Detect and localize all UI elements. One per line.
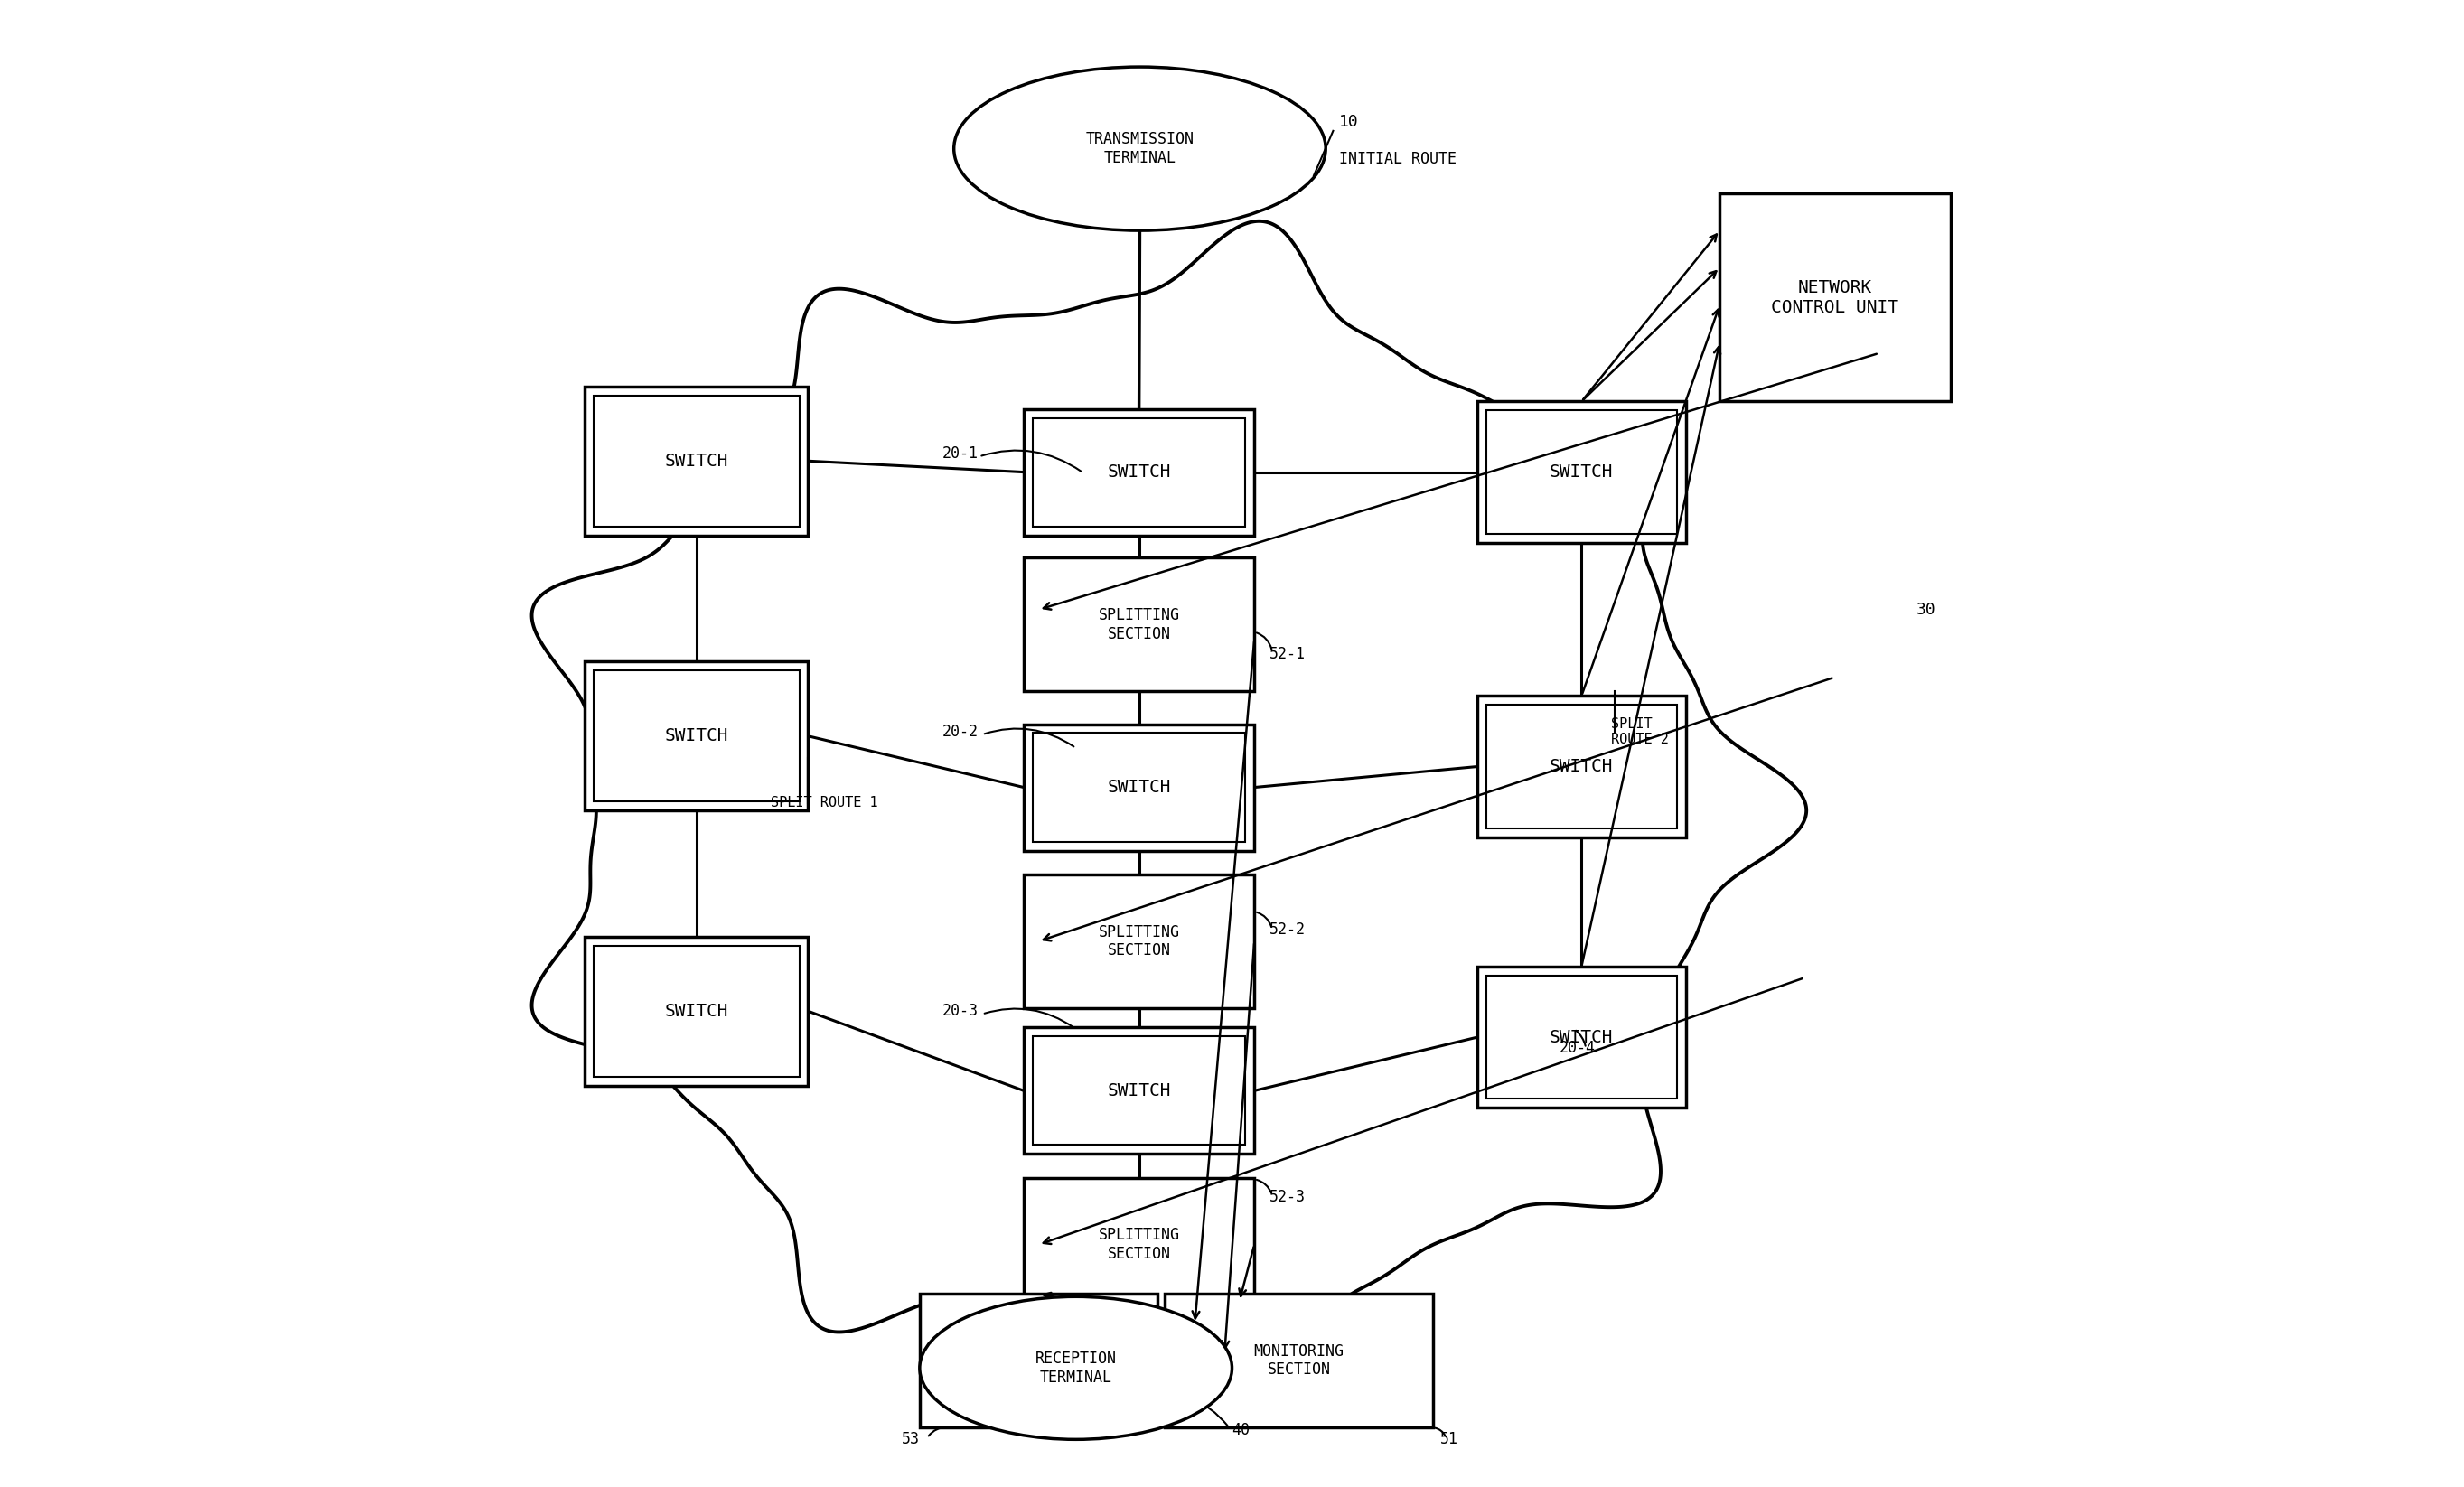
Text: SPLITTING
SECTION: SPLITTING SECTION [1099,1227,1180,1262]
Text: 10: 10 [1338,114,1358,129]
Text: TRANSMISSION
TERMINAL: TRANSMISSION TERMINAL [1087,131,1195,167]
Text: SPLITTING
SECTION: SPLITTING SECTION [1099,923,1180,959]
Text: MERGING
SECTION: MERGING SECTION [1008,1343,1069,1378]
Text: 52-1: 52-1 [1269,647,1306,662]
Text: 20-1: 20-1 [941,446,978,461]
FancyBboxPatch shape [919,1294,1158,1428]
Text: SWITCH: SWITCH [665,727,729,745]
Text: SWITCH: SWITCH [1550,1029,1614,1045]
FancyBboxPatch shape [1023,558,1254,691]
FancyBboxPatch shape [1720,193,1951,401]
Text: 40: 40 [1232,1423,1249,1438]
Text: SWITCH: SWITCH [665,452,729,470]
Text: 52-3: 52-3 [1269,1190,1306,1204]
FancyBboxPatch shape [1478,967,1685,1108]
Text: SWITCH: SWITCH [665,1002,729,1020]
Text: SWITCH: SWITCH [1550,758,1614,775]
FancyBboxPatch shape [1486,705,1676,828]
Text: 51: 51 [1441,1432,1459,1447]
Text: 30: 30 [1917,602,1937,617]
Text: 53: 53 [902,1432,919,1447]
Text: 52-2: 52-2 [1269,922,1306,937]
FancyBboxPatch shape [1032,733,1244,842]
Text: SPLITTING
SECTION: SPLITTING SECTION [1099,607,1180,642]
FancyBboxPatch shape [1023,874,1254,1008]
FancyBboxPatch shape [1032,1036,1244,1145]
Text: 20-3: 20-3 [941,1004,978,1019]
FancyBboxPatch shape [1478,696,1685,837]
FancyBboxPatch shape [1165,1294,1432,1428]
FancyBboxPatch shape [1032,418,1244,526]
FancyBboxPatch shape [594,396,798,526]
FancyBboxPatch shape [584,387,808,535]
Text: 20-4: 20-4 [1560,1041,1594,1056]
FancyBboxPatch shape [584,937,808,1086]
FancyBboxPatch shape [594,946,798,1077]
FancyBboxPatch shape [1023,1178,1254,1312]
Text: INITIAL ROUTE: INITIAL ROUTE [1338,152,1456,167]
Text: MONITORING
SECTION: MONITORING SECTION [1254,1343,1343,1378]
FancyBboxPatch shape [1486,975,1676,1099]
Text: 20-2: 20-2 [941,724,978,739]
Ellipse shape [919,1297,1232,1439]
Ellipse shape [954,67,1326,230]
Text: SPLIT
ROUTE 2: SPLIT ROUTE 2 [1611,717,1668,746]
FancyBboxPatch shape [1023,409,1254,535]
Polygon shape [532,222,1806,1399]
FancyBboxPatch shape [584,662,808,810]
FancyBboxPatch shape [594,671,798,801]
Text: SPLIT ROUTE 1: SPLIT ROUTE 1 [771,796,877,810]
FancyBboxPatch shape [1023,1028,1254,1154]
Text: SWITCH: SWITCH [1550,464,1614,480]
Text: RECEPTION
TERMINAL: RECEPTION TERMINAL [1035,1350,1116,1386]
FancyBboxPatch shape [1478,401,1685,543]
FancyBboxPatch shape [1486,410,1676,534]
Text: SWITCH: SWITCH [1106,1083,1170,1099]
Text: NETWORK
CONTROL UNIT: NETWORK CONTROL UNIT [1772,280,1900,315]
FancyBboxPatch shape [1023,724,1254,851]
Text: SWITCH: SWITCH [1106,779,1170,796]
Text: SWITCH: SWITCH [1106,464,1170,480]
